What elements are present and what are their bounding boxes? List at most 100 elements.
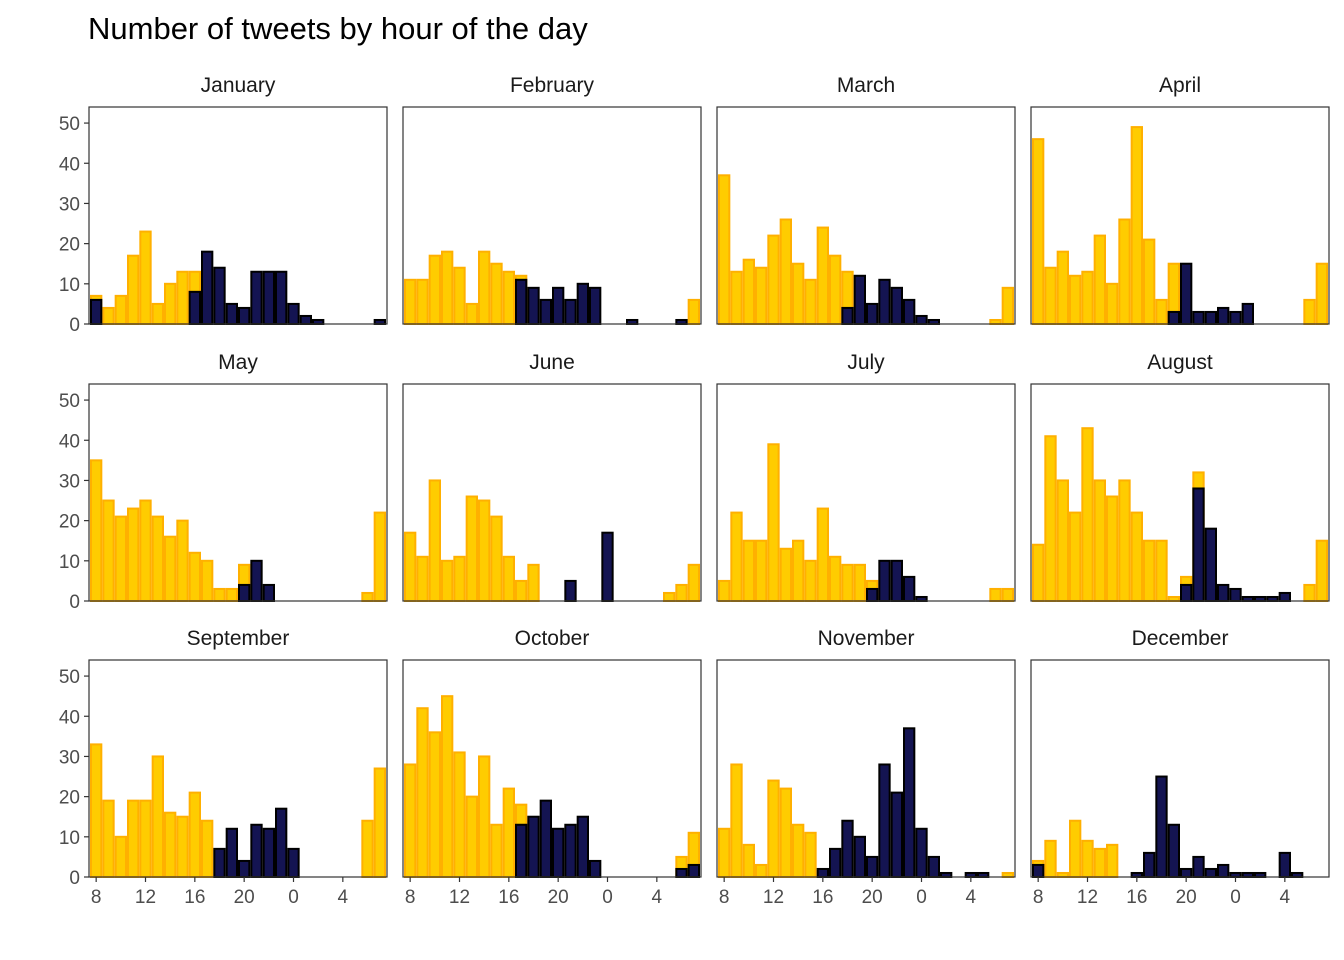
bar-day xyxy=(201,819,214,878)
bar-day xyxy=(1056,871,1070,878)
x-tick-label: 16 xyxy=(1126,887,1147,908)
bar-night xyxy=(866,302,879,326)
bar-day xyxy=(730,270,743,326)
panel-border xyxy=(1030,659,1330,878)
bar-day xyxy=(213,587,226,603)
bar-day xyxy=(465,795,479,879)
bar-night xyxy=(915,595,928,602)
bar-day xyxy=(102,799,115,879)
bar-day xyxy=(853,563,866,603)
bar-day xyxy=(453,555,466,602)
bar-day xyxy=(1303,298,1316,326)
facet-january: January 0 10 20 30 40 50 xyxy=(59,74,388,336)
bar-day xyxy=(139,499,152,603)
y-tick-label: 30 xyxy=(59,194,80,215)
y-tick-label: 10 xyxy=(59,828,80,849)
bar-night xyxy=(1217,583,1230,602)
y-tick-label: 10 xyxy=(59,552,80,573)
panel-border xyxy=(402,383,702,602)
bar-night xyxy=(552,827,565,879)
bar-day xyxy=(490,262,503,325)
facet-label: January xyxy=(201,74,276,97)
bar-night xyxy=(890,286,903,325)
bar-night xyxy=(1192,487,1205,603)
bar-day xyxy=(1155,539,1168,602)
bar-night xyxy=(589,286,602,325)
bar-day xyxy=(829,254,842,325)
bar-night xyxy=(853,835,866,878)
facet-label: March xyxy=(837,74,895,97)
x-tick-label: 20 xyxy=(234,887,255,908)
panel-border xyxy=(88,106,388,325)
bar-day xyxy=(804,278,817,325)
panel-border xyxy=(402,106,702,325)
bar-night xyxy=(940,871,953,878)
y-tick-label: 0 xyxy=(69,868,80,889)
bar-day xyxy=(687,298,700,326)
y-tick-label: 20 xyxy=(59,788,80,809)
bar-day xyxy=(816,507,829,603)
bar-day xyxy=(151,302,164,326)
bar-day xyxy=(816,226,829,325)
bar-night xyxy=(1143,851,1156,879)
bar-night xyxy=(1241,871,1255,878)
bar-night xyxy=(312,318,325,326)
bar-day xyxy=(465,302,479,326)
bar-night xyxy=(1192,310,1205,326)
bar-night xyxy=(903,575,916,603)
panel-border xyxy=(88,383,388,602)
bar-night xyxy=(589,859,602,878)
bar-night xyxy=(890,559,903,602)
bar-day xyxy=(188,791,201,878)
facet-label: September xyxy=(187,627,290,650)
bar-day xyxy=(465,495,479,602)
bar-day xyxy=(114,515,127,602)
bar-day xyxy=(1032,138,1045,325)
bar-night xyxy=(687,863,700,879)
bar-day xyxy=(1106,843,1119,878)
bar-day xyxy=(755,266,768,325)
bar-day xyxy=(139,799,152,879)
bar-day xyxy=(188,551,201,603)
bar-night xyxy=(1278,591,1292,603)
facet-december: December 8 12 16 20 0 4 xyxy=(1030,627,1330,908)
bar-day xyxy=(1130,511,1144,603)
bar-day xyxy=(478,250,491,325)
y-tick-label: 50 xyxy=(59,391,80,412)
x-tick-label: 0 xyxy=(916,887,927,908)
chart-title: Number of tweets by hour of the day xyxy=(88,11,588,46)
bar-night xyxy=(576,815,589,878)
bar-day xyxy=(176,815,189,878)
x-tick-label: 4 xyxy=(1280,887,1291,908)
bar-day xyxy=(441,695,454,878)
bar-night xyxy=(262,827,276,879)
bar-night xyxy=(1229,310,1242,326)
y-tick-label: 0 xyxy=(69,315,80,336)
bar-day xyxy=(1167,595,1181,602)
bar-night xyxy=(1278,851,1292,879)
x-tick-label: 12 xyxy=(763,887,784,908)
bar-day xyxy=(1106,495,1119,602)
bar-night xyxy=(1217,863,1230,879)
bar-night xyxy=(866,855,879,878)
bar-night xyxy=(1130,871,1144,878)
bar-night xyxy=(1032,863,1045,879)
bar-day xyxy=(1056,250,1070,325)
bar-night xyxy=(225,302,238,326)
bar-night xyxy=(213,266,226,325)
bar-day xyxy=(1118,218,1131,326)
bar-day xyxy=(114,294,127,325)
bar-night xyxy=(915,314,928,325)
bar-night xyxy=(250,559,263,602)
bar-night xyxy=(903,727,916,878)
x-tick-label: 20 xyxy=(862,887,883,908)
bar-day xyxy=(767,234,780,325)
bar-day xyxy=(151,515,164,602)
bar-night xyxy=(1180,262,1193,325)
bar-day xyxy=(1081,427,1094,603)
bar-night xyxy=(238,306,251,325)
bar-night xyxy=(675,318,688,326)
bar-night xyxy=(539,298,552,326)
bar-day xyxy=(114,835,127,878)
